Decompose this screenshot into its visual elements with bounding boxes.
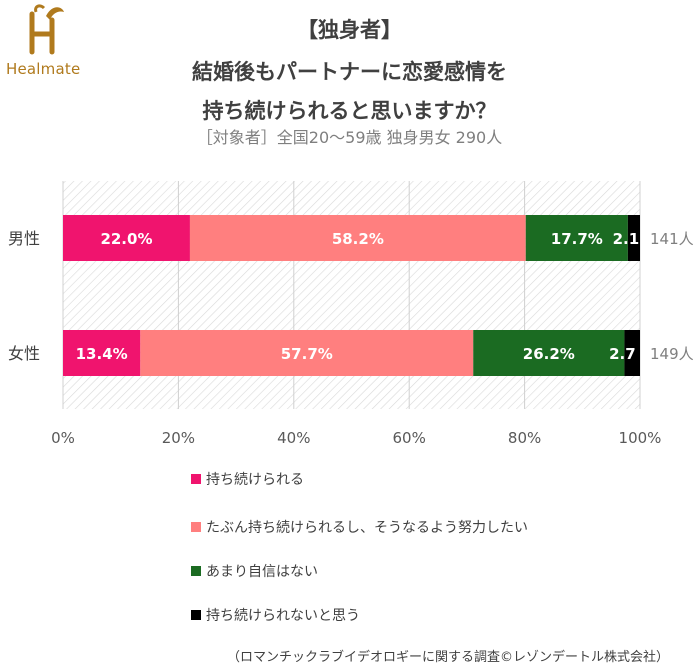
legend-swatch bbox=[191, 522, 201, 532]
legend-swatch bbox=[191, 566, 201, 576]
data-label: 26.2% bbox=[523, 345, 575, 363]
title-line-2: 結婚後もパートナーに恋愛感情を bbox=[192, 60, 507, 84]
bar-segment bbox=[525, 215, 628, 261]
legend-swatch bbox=[191, 610, 201, 620]
sample-size-label: 141人 bbox=[650, 230, 694, 248]
source-note: （ロマンチックラブイデオロギーに関する調査©レゾンデートル株式会社） bbox=[226, 650, 669, 665]
legend-item: たぶん持ち続けられるし、そうなるよう努力したい bbox=[191, 517, 528, 537]
legend-item: あまり自信はない bbox=[191, 561, 318, 581]
category-label: 男性 bbox=[8, 229, 40, 248]
bar-segment bbox=[63, 215, 190, 261]
bar-segment bbox=[63, 330, 141, 376]
bar-segment bbox=[473, 330, 625, 376]
legend-item: 持ち続けられないと思う bbox=[191, 605, 360, 625]
data-label: 58.2% bbox=[332, 230, 384, 248]
legend-label: あまり自信はない bbox=[206, 564, 318, 580]
title-line-1: 【独身者】 bbox=[297, 18, 402, 42]
x-tick-label: 40% bbox=[277, 429, 310, 447]
legend-label: たぶん持ち続けられるし、そうなるよう努力したい bbox=[206, 520, 528, 536]
logo-text: Healmate bbox=[6, 60, 81, 78]
healmate-logo bbox=[29, 4, 64, 55]
data-label: 17.7% bbox=[551, 230, 603, 248]
bar-segment bbox=[140, 330, 474, 376]
x-tick-label: 60% bbox=[393, 429, 426, 447]
data-label: 2.1 bbox=[613, 230, 640, 248]
bar-segment bbox=[189, 215, 526, 261]
bar-segment bbox=[624, 330, 640, 376]
title-line-3: 持ち続けられると思いますか？ bbox=[202, 99, 497, 123]
x-tick-label: 100% bbox=[619, 429, 662, 447]
data-label: 2.7 bbox=[609, 345, 636, 363]
subtitle: ［対象者］全国20～59歳 独身男女 290人 bbox=[196, 128, 503, 147]
x-tick-label: 0% bbox=[51, 429, 75, 447]
x-tick-label: 20% bbox=[162, 429, 195, 447]
legend-label: 持ち続けられる bbox=[206, 472, 304, 488]
x-tick-label: 80% bbox=[508, 429, 541, 447]
category-label: 女性 bbox=[8, 344, 40, 363]
data-label: 22.0% bbox=[100, 230, 152, 248]
legend-item: 持ち続けられる bbox=[191, 469, 304, 489]
bar-segment bbox=[627, 215, 640, 261]
data-label: 57.7% bbox=[281, 345, 333, 363]
legend-swatch bbox=[191, 474, 201, 484]
legend-label: 持ち続けられないと思う bbox=[206, 608, 360, 624]
data-label: 13.4% bbox=[76, 345, 128, 363]
sample-size-label: 149人 bbox=[650, 345, 694, 363]
